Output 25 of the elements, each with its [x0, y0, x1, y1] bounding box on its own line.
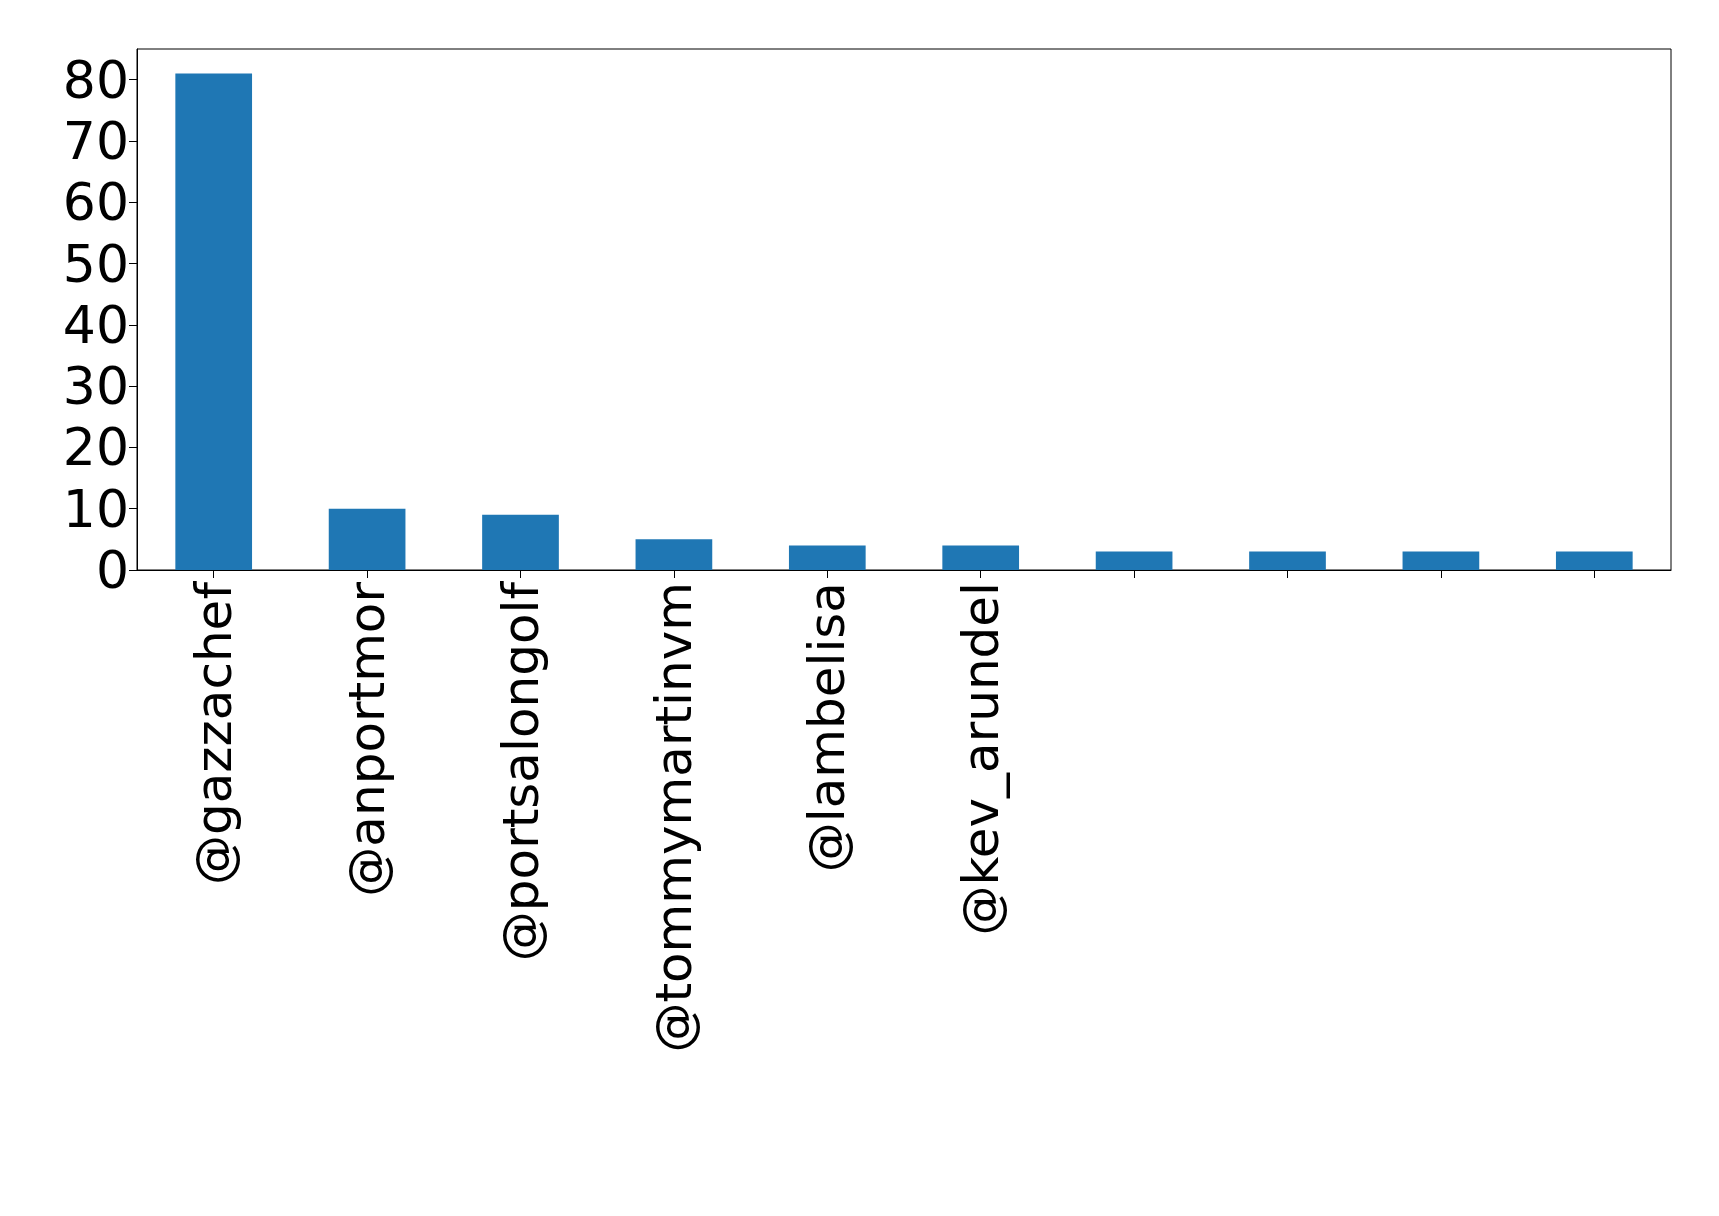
y-tick-label: 40: [62, 294, 129, 355]
x-tick-label: @lambelisa: [798, 582, 857, 873]
bar: [635, 539, 713, 570]
bar: [482, 514, 559, 570]
y-tick-label: 20: [62, 417, 129, 478]
y-tick-label: 70: [62, 110, 129, 171]
y-tick-label: 60: [62, 172, 129, 233]
x-tick-label: @anportmor: [338, 581, 397, 897]
bar: [1249, 551, 1326, 570]
y-tick-label: 0: [95, 540, 129, 600]
x-tick-label: @tommymartinvm: [644, 582, 703, 1053]
bar: [175, 73, 253, 570]
bar: [1555, 551, 1633, 570]
bar: [942, 545, 1020, 570]
bar: [1402, 551, 1480, 570]
y-tick-label: 80: [62, 49, 129, 110]
y-tick-label: 30: [62, 356, 129, 417]
bar: [788, 545, 866, 570]
y-tick-label: 10: [62, 478, 129, 539]
x-tick-label: @portsalongolf: [491, 580, 550, 962]
y-tick-label: 50: [62, 233, 129, 294]
x-tick-label: @gazzachef: [184, 580, 243, 886]
x-tick-label: @kev_arundel: [951, 582, 1010, 936]
bar: [328, 508, 406, 570]
bar: [1095, 551, 1173, 570]
